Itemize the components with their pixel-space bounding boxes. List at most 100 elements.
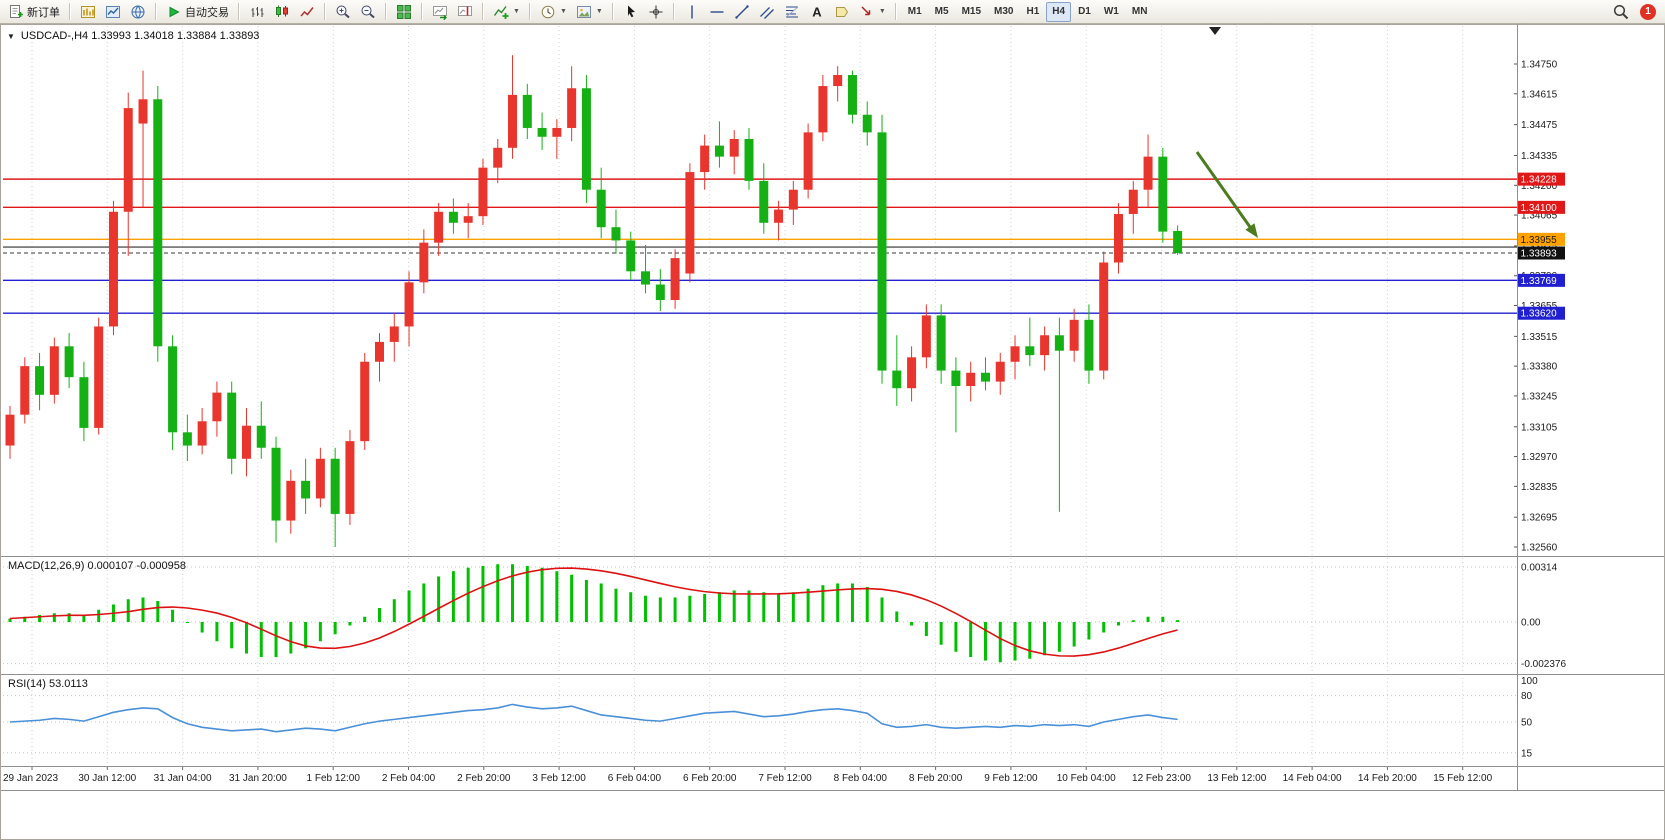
svg-text:15: 15	[1521, 748, 1533, 759]
timeframe-m30[interactable]: M30	[988, 2, 1019, 22]
svg-text:1.33245: 1.33245	[1521, 391, 1558, 402]
auto-trading-button[interactable]: 自动交易	[162, 2, 233, 22]
play-icon	[169, 6, 180, 17]
svg-text:9 Feb 12:00: 9 Feb 12:00	[984, 773, 1038, 784]
vertical-line-button[interactable]	[680, 2, 704, 22]
cursor-icon	[627, 5, 635, 17]
new-order-button[interactable]: 新订单	[4, 2, 64, 22]
svg-text:1.34200: 1.34200	[1521, 181, 1558, 192]
date-axis[interactable]: 29 Jan 2023 30 Jan 12:00 31 Jan 04:00 31 Ja…	[3, 767, 1493, 784]
toolbar-group-draw-tools: A ▼	[680, 2, 890, 22]
axis-price-label: 1.33620	[1518, 306, 1565, 320]
svg-text:3 Feb 12:00: 3 Feb 12:00	[532, 773, 586, 784]
svg-text:30 Jan 12:00: 30 Jan 12:00	[78, 773, 136, 784]
rsi-pane[interactable]: 100 80 50 15 RSI(14) 53.0113	[3, 676, 1538, 759]
toolbar-group-timeframes: M1 M5 M15 M30 H1 H4 D1 W1 MN	[902, 1, 1154, 22]
toolbar-separator	[155, 3, 157, 20]
indicators-button[interactable]: ▼	[489, 2, 524, 22]
label-button[interactable]	[830, 2, 854, 22]
toolbar-separator	[528, 3, 531, 20]
channel-button[interactable]	[755, 2, 779, 22]
svg-text:0.00: 0.00	[1521, 618, 1541, 629]
arrow-draw-icon	[861, 5, 871, 15]
clock-icon	[541, 5, 555, 18]
zoom-out-icon	[361, 5, 375, 18]
timeframe-h1[interactable]: H1	[1020, 2, 1045, 22]
line-chart-icon	[300, 6, 314, 16]
toolbar-separator	[385, 3, 387, 20]
chart-canvas[interactable]: 1.34750 1.34615 1.34475 1.34335 1.34200 1.340…	[0, 24, 1665, 840]
trendline-icon	[735, 4, 749, 19]
new-order-button-label: 新订单	[27, 6, 60, 19]
timeframe-w1[interactable]: W1	[1098, 2, 1125, 22]
periods-button[interactable]: ▼	[536, 2, 571, 22]
candles-layer	[5, 55, 1183, 547]
bar-chart-button[interactable]	[245, 2, 269, 22]
price-axis: 1.34750 1.34615 1.34475 1.34335 1.34200 1.340…	[1514, 60, 1565, 553]
svg-text:1.33105: 1.33105	[1521, 422, 1558, 433]
toolbar-separator	[324, 3, 326, 20]
macd-label: MACD(12,26,9) 0.000107 -0.000958	[8, 560, 186, 572]
svg-text:-0.002376: -0.002376	[1521, 659, 1566, 670]
timeframe-m5[interactable]: M5	[929, 2, 955, 22]
text-button[interactable]: A	[805, 2, 829, 22]
svg-text:1.33769: 1.33769	[1521, 276, 1558, 287]
rsi-label: RSI(14) 53.0113	[8, 678, 88, 690]
search-button[interactable]	[1609, 2, 1633, 22]
timeframe-h4[interactable]: H4	[1046, 1, 1072, 22]
timeframe-d1[interactable]: D1	[1072, 2, 1097, 22]
fibonacci-button[interactable]	[780, 2, 804, 22]
candlestick-chart-button[interactable]	[270, 2, 294, 22]
symbol-ohlc-text: USDCAD-,H4 1.33993 1.34018 1.33884 1.338…	[20, 30, 260, 42]
trendline-button[interactable]	[730, 2, 754, 22]
templates-button[interactable]: ▼	[572, 2, 607, 22]
svg-text:1.34615: 1.34615	[1521, 89, 1558, 100]
toolbar-group-indicators: ▼	[489, 2, 524, 22]
svg-text:1.33955: 1.33955	[1521, 235, 1558, 246]
svg-text:1.34475: 1.34475	[1521, 120, 1558, 131]
svg-text:80: 80	[1521, 691, 1533, 702]
toolbar-separator	[611, 3, 614, 20]
svg-text:15 Feb 12:00: 15 Feb 12:00	[1433, 773, 1492, 784]
arrows-button[interactable]: ▼	[855, 2, 890, 22]
svg-text:A: A	[812, 4, 822, 19]
cursor-button[interactable]	[619, 2, 643, 22]
crosshair-button[interactable]	[644, 2, 668, 22]
svg-text:31 Jan 04:00: 31 Jan 04:00	[154, 773, 212, 784]
svg-text:6 Feb 04:00: 6 Feb 04:00	[608, 773, 662, 784]
timeframe-m15[interactable]: M15	[956, 2, 987, 22]
template-icon	[576, 5, 591, 18]
web-terminal-button[interactable]	[126, 2, 150, 22]
svg-text:1.32695: 1.32695	[1521, 513, 1558, 524]
tile-windows-button[interactable]	[392, 2, 416, 22]
collapse-triangle-icon[interactable]: ▼	[7, 31, 15, 41]
zoom-in-button[interactable]	[331, 2, 355, 22]
toolbar-separator	[421, 3, 423, 20]
svg-text:2 Feb 20:00: 2 Feb 20:00	[457, 773, 511, 784]
svg-text:1.32970: 1.32970	[1521, 452, 1558, 463]
market-watch-button[interactable]	[76, 2, 100, 22]
timeframe-mn[interactable]: MN	[1126, 2, 1154, 22]
svg-text:14 Feb 04:00: 14 Feb 04:00	[1283, 773, 1342, 784]
toolbar-group-chart-types	[245, 2, 319, 22]
zoom-out-button[interactable]	[356, 2, 380, 22]
data-window-button[interactable]	[101, 2, 125, 22]
svg-text:1 Feb 12:00: 1 Feb 12:00	[307, 773, 361, 784]
notification-badge[interactable]: 1	[1640, 3, 1656, 20]
svg-text:13 Feb 12:00: 13 Feb 12:00	[1207, 773, 1266, 784]
chart-shift-marker[interactable]	[1209, 27, 1221, 35]
arrow-annotation[interactable]	[1195, 151, 1258, 238]
svg-text:1.33655: 1.33655	[1521, 301, 1558, 312]
chart-gold-icon	[81, 5, 95, 18]
toolbar-group-trade: 新订单	[4, 2, 64, 22]
chart-shift-button[interactable]	[453, 2, 477, 22]
line-chart-button[interactable]	[295, 2, 319, 22]
toolbar-separator	[894, 3, 897, 20]
svg-text:1.33380: 1.33380	[1521, 362, 1558, 373]
grid-layer	[31, 26, 1464, 766]
timeframe-m1[interactable]: M1	[902, 2, 928, 22]
macd-pane[interactable]: 0.00314 0.00 -0.002376 MACD(12,26,9) 0.0001…	[3, 560, 1566, 670]
horizontal-line-button[interactable]	[705, 2, 729, 22]
chart-blue-icon	[106, 5, 120, 18]
auto-scroll-button[interactable]	[428, 2, 452, 22]
